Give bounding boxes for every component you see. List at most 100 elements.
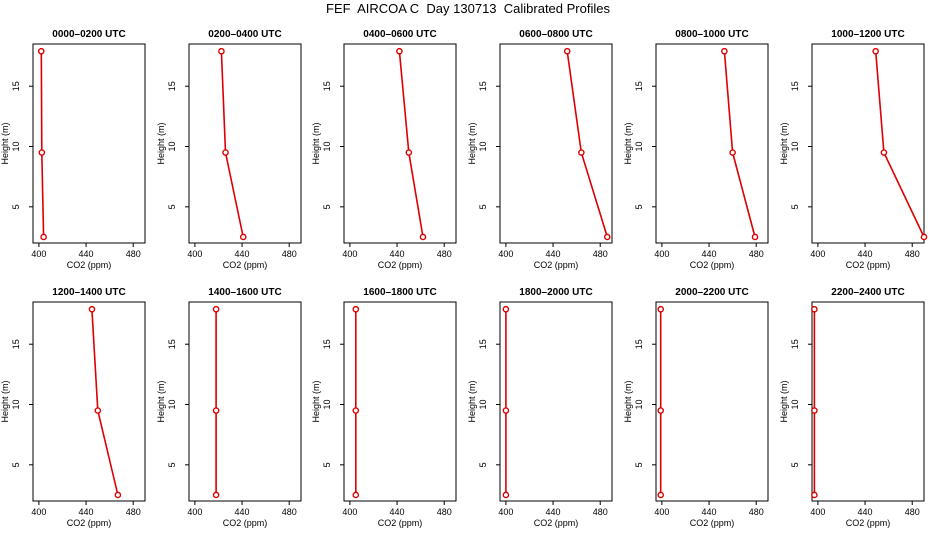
x-tick-label: 440: [235, 249, 250, 259]
data-point: [94, 407, 102, 414]
y-axis-label: Height (m): [311, 122, 321, 164]
data-point: [352, 305, 360, 313]
y-tick-label: 15: [167, 81, 177, 91]
y-tick-label: 10: [478, 400, 488, 410]
data-point: [657, 305, 665, 313]
y-axis-label: Height (m): [311, 380, 321, 422]
data-point: [218, 47, 225, 55]
x-tick-label: 440: [546, 507, 561, 517]
x-tick-label: 440: [79, 249, 94, 259]
data-point: [880, 149, 888, 156]
panel-title: 0200–0400 UTC: [208, 29, 281, 40]
data-point: [811, 491, 818, 499]
profile-line: [566, 51, 609, 238]
data-point: [563, 47, 571, 55]
x-tick-label: 480: [593, 507, 608, 517]
y-axis-label: Height (m): [623, 380, 633, 422]
y-tick-label: 15: [790, 339, 800, 349]
x-tick-label: 400: [31, 249, 46, 259]
x-axis-label: CO2 (ppm): [67, 260, 112, 270]
x-tick-label: 440: [702, 249, 717, 259]
x-axis-label: CO2 (ppm): [378, 260, 423, 270]
y-axis-label: Height (m): [467, 380, 477, 422]
x-tick-label: 480: [905, 507, 920, 517]
y-tick-label: 15: [478, 339, 488, 349]
y-tick-label: 10: [634, 400, 644, 410]
plot-frame: [655, 301, 769, 502]
data-point: [872, 47, 879, 55]
profile-line: [398, 51, 424, 238]
x-axis-label: CO2 (ppm): [690, 518, 735, 528]
panel-title: 1800–2000 UTC: [519, 287, 592, 298]
plot-frame: [343, 43, 457, 244]
y-tick-label: 5: [167, 204, 177, 209]
profile-line: [874, 51, 925, 238]
data-point: [239, 233, 247, 241]
x-tick-label: 400: [187, 507, 202, 517]
x-axis-label: CO2 (ppm): [67, 518, 112, 528]
y-axis-label: Height (m): [156, 122, 166, 164]
x-tick-label: 400: [498, 507, 513, 517]
x-axis-label: CO2 (ppm): [223, 260, 268, 270]
x-tick-label: 480: [282, 249, 297, 259]
y-tick-label: 10: [11, 142, 21, 152]
plot-frame: [655, 43, 769, 244]
plot-frame: [32, 43, 146, 244]
x-tick-label: 480: [437, 507, 452, 517]
figure-title: FEF AIRCOA C Day 130713 Calibrated Profi…: [326, 1, 610, 16]
data-point: [502, 407, 510, 414]
plot-frame: [499, 301, 613, 502]
y-tick-label: 10: [790, 142, 800, 152]
panel-title: 1000–1200 UTC: [831, 29, 904, 40]
y-axis-label: Height (m): [0, 380, 10, 422]
data-point: [920, 233, 928, 241]
profile-line: [723, 51, 756, 238]
y-tick-label: 15: [167, 339, 177, 349]
data-point: [212, 305, 220, 313]
plot-frame: [811, 43, 925, 244]
data-point: [352, 491, 360, 499]
data-point: [502, 305, 510, 313]
y-tick-label: 15: [634, 339, 644, 349]
x-tick-label: 480: [749, 249, 764, 259]
plot-frame: [188, 301, 302, 502]
y-tick-label: 15: [478, 81, 488, 91]
x-tick-label: 400: [654, 249, 669, 259]
plot-frame: [32, 301, 146, 502]
data-point: [212, 491, 220, 499]
x-tick-label: 480: [437, 249, 452, 259]
data-point: [811, 407, 818, 414]
x-tick-label: 400: [498, 249, 513, 259]
x-tick-label: 480: [282, 507, 297, 517]
x-tick-label: 440: [390, 507, 405, 517]
y-tick-label: 5: [790, 462, 800, 467]
x-tick-label: 400: [810, 249, 825, 259]
plot-frame: [343, 301, 457, 502]
x-tick-label: 400: [342, 249, 357, 259]
panel-title: 0400–0600 UTC: [363, 29, 436, 40]
y-axis-label: Height (m): [779, 380, 789, 422]
plot-frame: [499, 43, 613, 244]
x-axis-label: CO2 (ppm): [846, 518, 891, 528]
y-tick-label: 5: [322, 462, 332, 467]
y-tick-label: 5: [11, 204, 21, 209]
data-point: [88, 305, 96, 313]
data-point: [502, 491, 510, 499]
panel-title: 0000–0200 UTC: [52, 29, 125, 40]
y-axis-label: Height (m): [623, 122, 633, 164]
y-tick-label: 10: [11, 400, 21, 410]
y-tick-label: 15: [322, 81, 332, 91]
panel-title: 2000–2200 UTC: [675, 287, 748, 298]
panel-title: 1400–1600 UTC: [208, 287, 281, 298]
data-point: [657, 407, 665, 414]
plot-frame: [188, 43, 302, 244]
y-tick-label: 15: [11, 81, 21, 91]
y-tick-label: 10: [167, 142, 177, 152]
data-point: [114, 491, 122, 499]
panel-title: 1600–1800 UTC: [363, 287, 436, 298]
data-point: [38, 149, 46, 156]
profile-line: [220, 51, 244, 238]
data-point: [578, 149, 585, 156]
data-point: [603, 233, 611, 241]
